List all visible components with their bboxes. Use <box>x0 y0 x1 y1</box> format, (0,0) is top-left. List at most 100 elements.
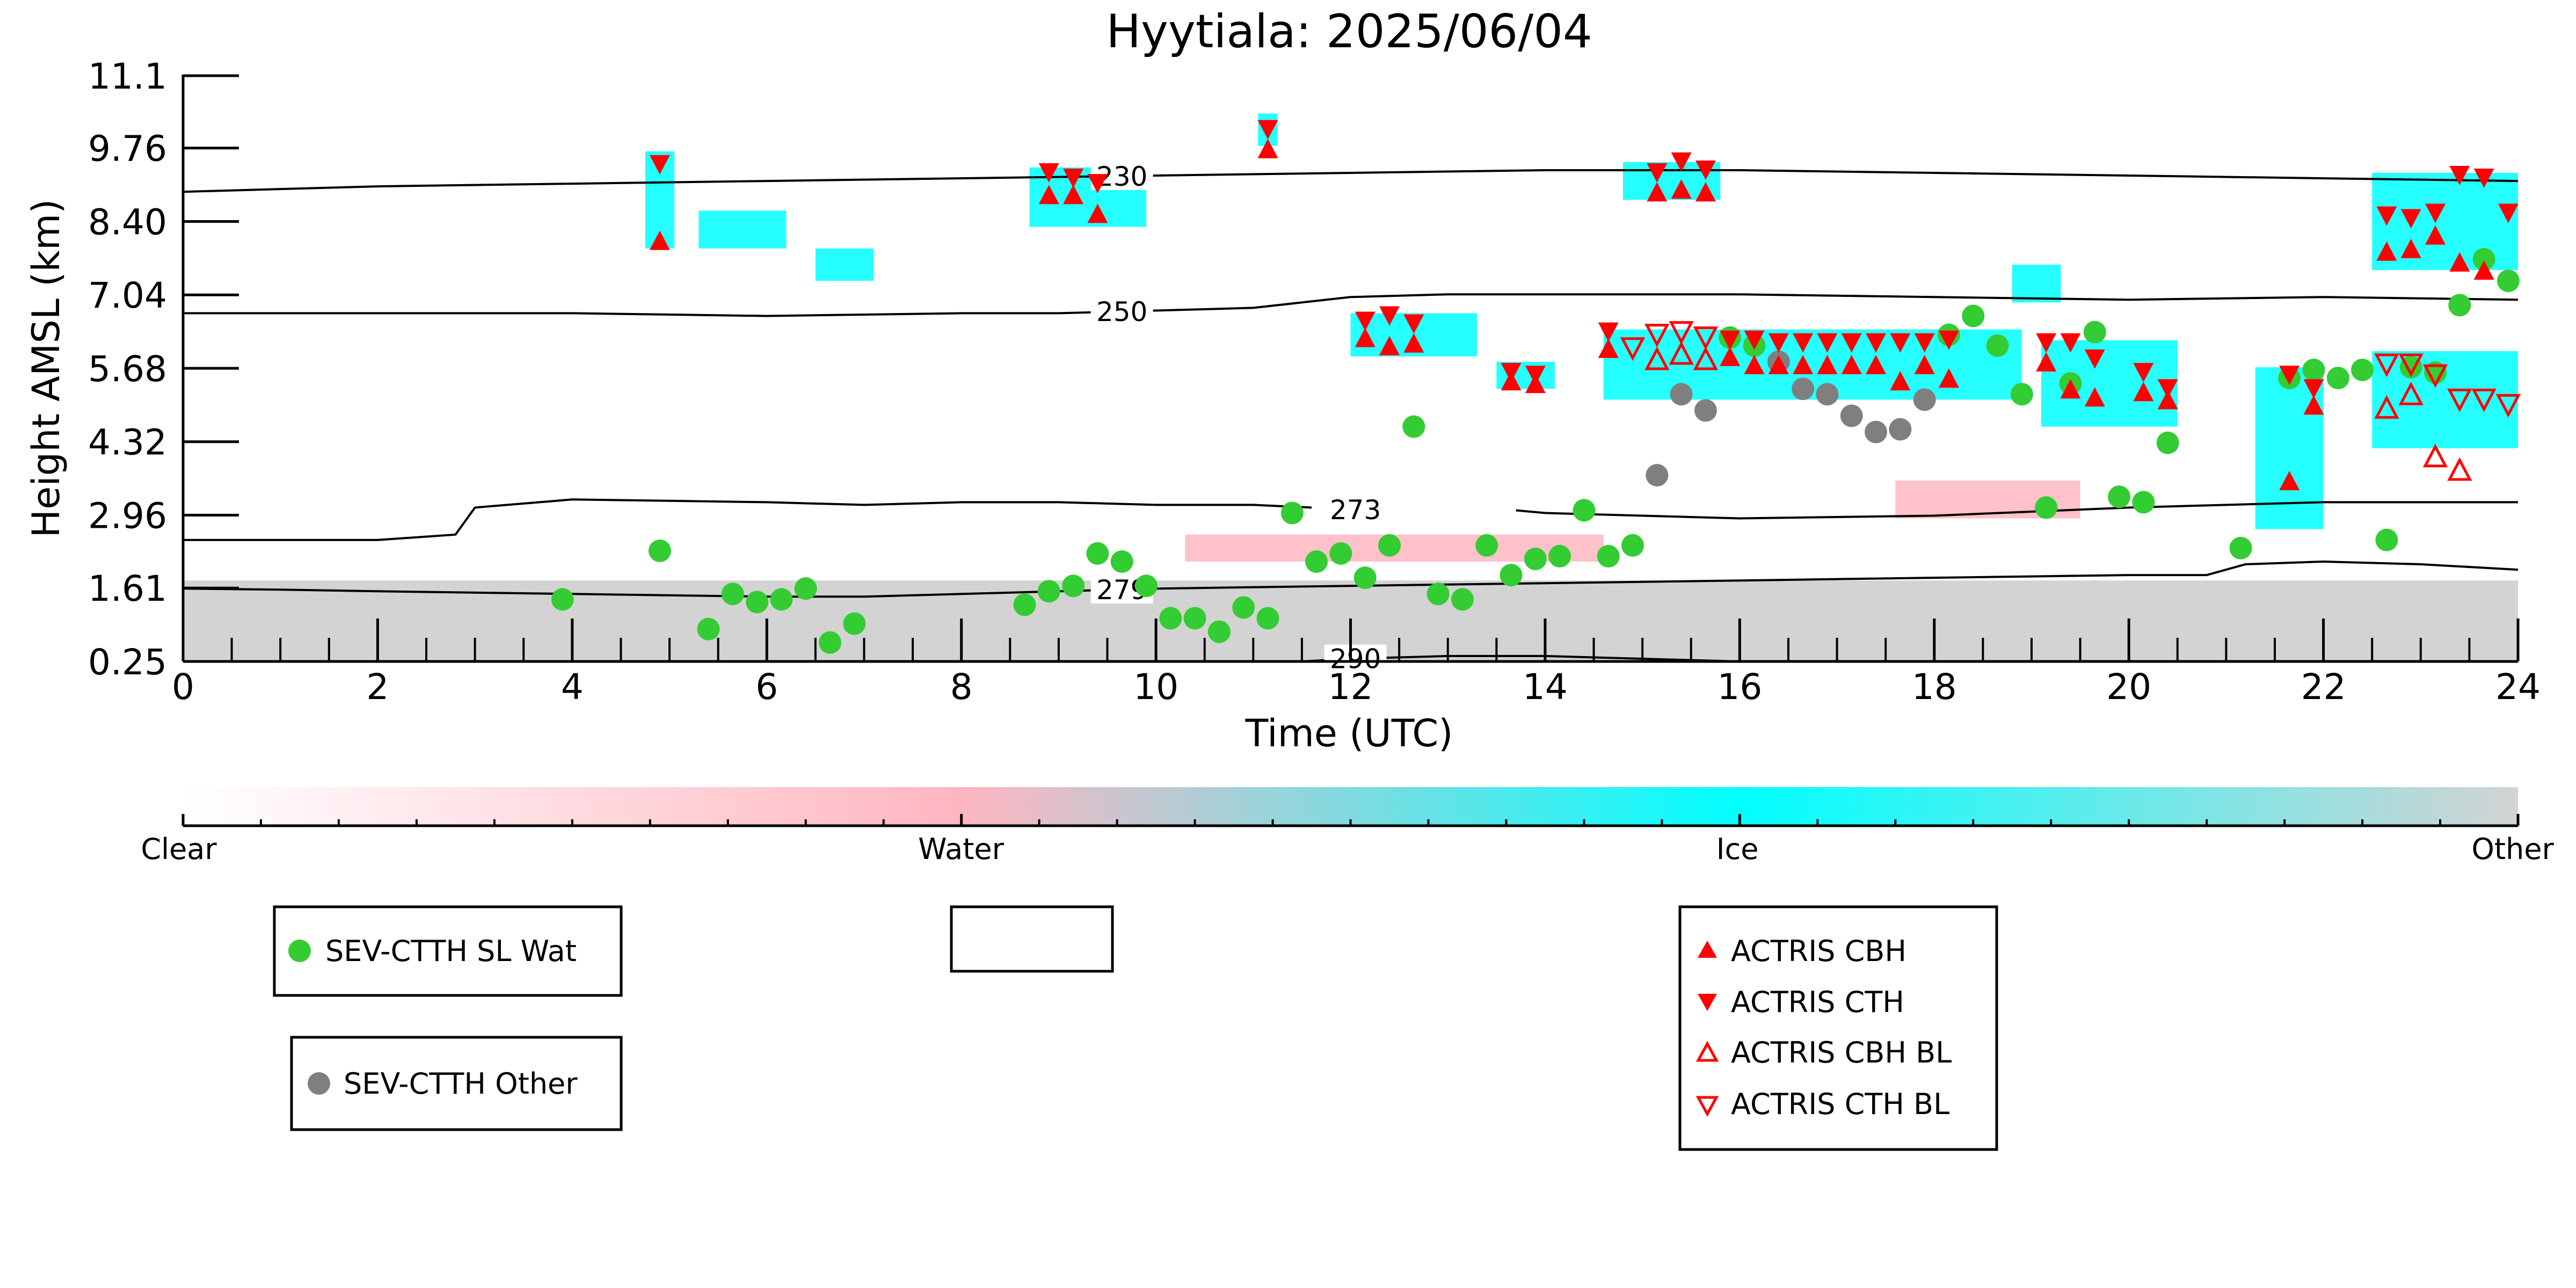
legend-ctth-other: SEV-CTTH Other <box>290 1036 623 1131</box>
contour-line-250 <box>183 293 2518 317</box>
y-tick-label: 4.32 <box>88 422 167 463</box>
actris-cth-point <box>2279 366 2300 385</box>
y-tick-label: 2.96 <box>88 496 167 537</box>
legend-cbh-bl-triangle-up-outline-icon <box>1695 1040 1719 1062</box>
actris-cth-point <box>1598 322 1619 342</box>
contour-label-bg <box>1324 644 1387 673</box>
actris-cbh-point <box>1720 346 1741 366</box>
sev-ctth-sl-wat-point <box>2448 294 2471 317</box>
legend-cth-bl-triangle-down-outline-icon <box>1695 1096 1719 1117</box>
colorbar-axis <box>181 814 2520 827</box>
legend-actris: ACTRIS CBH ACTRIS CTH ACTRIS CBH BL ACTR… <box>1678 905 1998 1151</box>
sev-ctth-sl-wat-point <box>1013 593 1036 616</box>
sev-ctth-sl-wat-point <box>2010 383 2033 406</box>
sev-ctth-sl-wat-point <box>770 588 793 611</box>
actris-cth-point <box>1817 333 1838 353</box>
actris-cbh-point <box>1938 368 1959 388</box>
actris-cth-point <box>2473 169 2494 188</box>
x-tick-label: 10 <box>1133 666 1178 708</box>
actris-cth-point <box>1768 333 1789 353</box>
actris-cbh-point <box>1866 354 1887 374</box>
actris-cbh-point <box>1038 185 1059 205</box>
contour-line-230 <box>183 169 2518 193</box>
actris-cbh-point <box>1087 203 1108 223</box>
sev-ctth-sl-wat-point <box>2083 321 2106 344</box>
y-tick-label: 5.68 <box>88 348 167 390</box>
actris-cth-bl-point <box>1620 337 1646 361</box>
cloud-patch-ice <box>815 248 874 281</box>
actris-cth-bl-point <box>2471 388 2497 412</box>
actris-cth-point <box>2036 333 2057 353</box>
contour-label-273: 273 <box>1330 494 1381 526</box>
actris-cbh-point <box>1744 354 1765 374</box>
actris-cth-bl-point <box>2495 394 2521 418</box>
actris-cth-point <box>1038 163 1059 183</box>
sev-ctth-sl-wat-point <box>2302 359 2325 382</box>
actris-cth-point <box>1379 306 1400 326</box>
sev-ctth-sl-wat-point <box>843 612 866 635</box>
actris-cbh-point <box>2133 382 2154 402</box>
sev-ctth-sl-wat-point <box>1305 550 1328 573</box>
x-tick-label: 12 <box>1328 666 1373 708</box>
x-tick-label: 4 <box>561 666 584 708</box>
sev-ctth-sl-wat-point <box>1110 550 1133 573</box>
sev-ctth-other-point <box>1816 383 1839 406</box>
actris-cth-point <box>2157 379 2178 399</box>
legend-other-label: SEV-CTTH Other <box>344 1067 578 1101</box>
contour-label-250: 250 <box>1096 296 1147 328</box>
actris-cth-point <box>1793 333 1814 353</box>
actris-cth-bl-point <box>2374 353 2399 377</box>
actris-cth-point <box>2449 166 2470 186</box>
legend-cbh-triangle-up-icon <box>1698 941 1717 958</box>
actris-cth-point <box>1914 333 1935 353</box>
actris-cth-point <box>2133 363 2154 383</box>
actris-cbh-bl-point <box>2398 381 2424 405</box>
actris-cbh-bl-point <box>1669 341 1694 365</box>
sev-ctth-sl-wat-point <box>794 577 817 600</box>
actris-cbh-point <box>2449 252 2470 272</box>
actris-cbh-point <box>2036 352 2057 372</box>
actris-cth-point <box>1866 333 1887 353</box>
sev-ctth-sl-wat-point <box>1232 596 1255 619</box>
x-axis-label: Time (UTC) <box>1245 711 1453 755</box>
sev-ctth-sl-wat-point <box>1621 534 1644 557</box>
actris-cth-point <box>1501 363 1522 383</box>
actris-cbh-bl-point <box>2374 395 2399 419</box>
colorbar-label-clear: Clear <box>141 832 217 866</box>
sev-ctth-sl-wat-point <box>1524 547 1547 570</box>
sev-ctth-sl-wat-point <box>2132 491 2155 514</box>
sev-ctth-sl-wat-point <box>2108 485 2131 508</box>
contour-label-bg <box>1324 496 1387 524</box>
y-tick-label: 9.76 <box>88 128 167 170</box>
actris-cth-point <box>1355 311 1376 331</box>
actris-cbh-bl-point <box>2447 457 2472 481</box>
sev-ctth-sl-wat-point <box>2375 528 2398 551</box>
sev-ctth-sl-wat-point <box>2326 367 2349 390</box>
x-tick-label: 8 <box>950 666 973 708</box>
sev-ctth-sl-wat-point <box>2351 359 2374 382</box>
actris-cth-point <box>1938 330 1959 350</box>
actris-cbh-point <box>1671 179 1692 199</box>
sev-ctth-sl-wat-point <box>1183 607 1206 630</box>
actris-cth-point <box>2303 379 2324 399</box>
legend-empty-box <box>950 905 1114 973</box>
y-tick-label: 11.1 <box>88 56 167 97</box>
actris-cbh-point <box>2400 238 2421 258</box>
actris-cbh-point <box>2425 225 2446 245</box>
actris-cbh-point <box>1598 338 1619 358</box>
legend-cth-triangle-down-icon <box>1698 994 1717 1011</box>
x-tick-label: 14 <box>1523 666 1568 708</box>
y-axis-label: Height AMSL (km) <box>24 199 68 538</box>
actris-cth-point <box>1403 314 1424 334</box>
sev-ctth-sl-wat-point <box>2156 431 2179 454</box>
actris-cth-point <box>2060 333 2081 353</box>
sev-ctth-other-point <box>1913 388 1936 411</box>
actris-cbh-bl-point <box>1644 346 1670 370</box>
actris-cbh-point <box>2303 395 2324 415</box>
x-tick-label: 18 <box>1912 666 1957 708</box>
legend-sl-wat: SEV-CTTH SL Wat <box>273 905 623 997</box>
sev-ctth-sl-wat-point <box>1134 574 1158 598</box>
actris-cbh-point <box>1403 333 1424 353</box>
